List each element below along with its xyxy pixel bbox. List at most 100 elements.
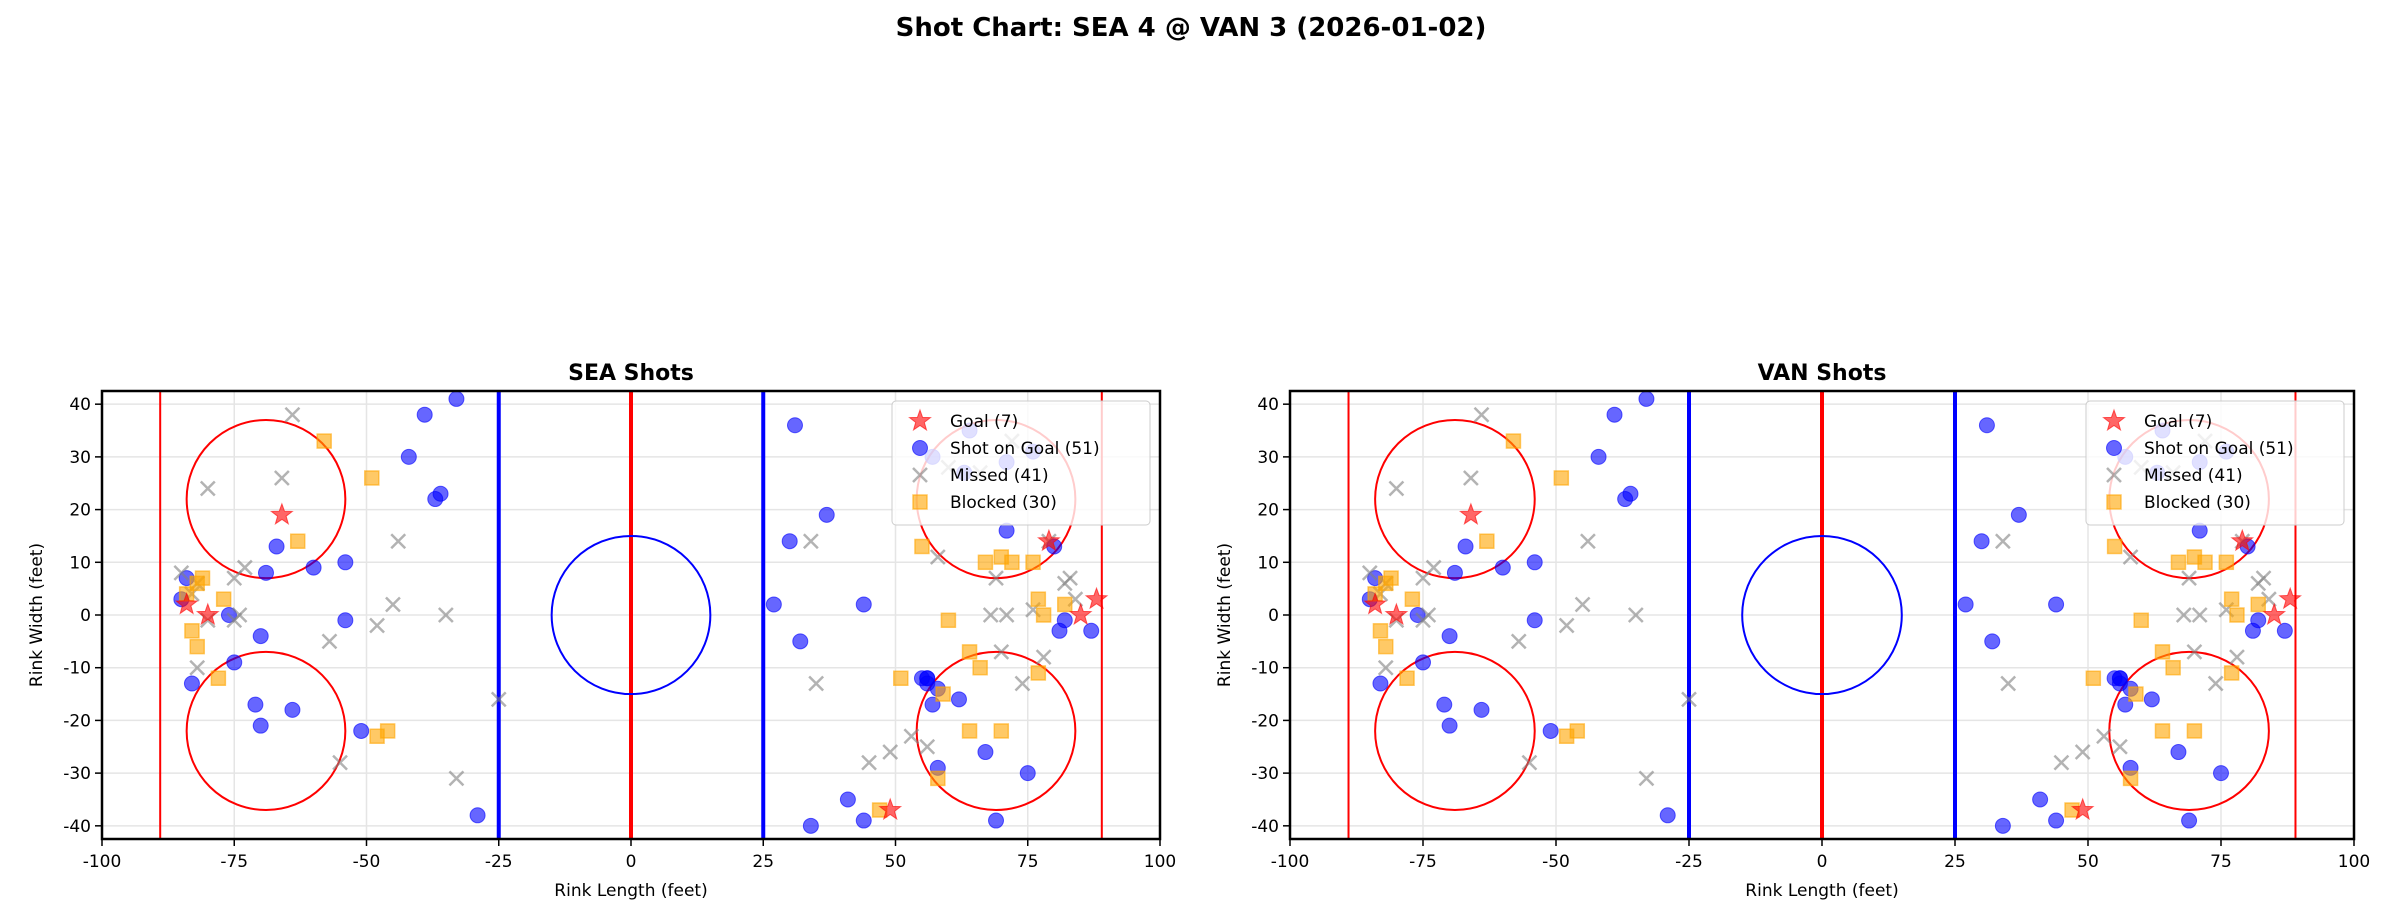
point-square [961,644,978,660]
point-x [385,596,401,613]
x-tick-label: -25 [485,852,513,872]
point-square [961,723,978,739]
point-circle [802,817,819,834]
point-circle [786,417,803,434]
point-circle [400,448,417,465]
legend-marker-circle [2106,440,2122,456]
legend: Goal (7) Shot on Goal (51) Missed (41) Bloc… [891,400,1151,526]
point-circle [1638,390,1655,407]
point-x [231,607,248,623]
point-square [1030,665,1047,681]
legend: Goal (7) Shot on Goal (51) Missed (41) Bloc… [2085,400,2345,526]
point-x [808,675,825,692]
figure-title: Shot Chart: SEA 4 @ VAN 3 (2026-01-02) [896,13,1487,43]
point-square [2170,554,2187,571]
point-circle [1436,696,1453,713]
point-square [935,686,951,702]
point-x [390,533,407,550]
x-tick-label: 50 [885,852,907,872]
legend-marker-star [2102,408,2126,432]
point-x [1425,559,1442,576]
point-circle [818,506,835,523]
x-tick-label: -50 [1542,852,1570,872]
center-faceoff-circle [1741,534,1903,696]
point-x [284,406,301,423]
panel-sea: -100 -75 -50 -25 0 25 50 75 100-40-30-20-1001020… [27,361,1176,901]
point-circle [765,596,782,613]
point-star [174,592,199,615]
point-circle [432,485,449,502]
point-circle [2181,812,2198,829]
x-tick-label: -100 [83,852,122,872]
point-x [2096,728,2112,745]
point-x [369,617,385,634]
legend-marker-x [2106,467,2122,483]
legend-box [2085,400,2345,526]
point-square [215,591,232,607]
point-x [321,633,338,650]
legend-marker-square [2106,494,2122,510]
point-x [173,564,190,581]
legend-label: Goal (7) [2144,412,2212,432]
y-tick-label: -30 [63,764,91,784]
point-circle [1441,717,1458,734]
point-circle [1494,559,1511,576]
point-circle [2213,765,2229,782]
point-square [1404,591,1421,607]
point-star [2230,528,2255,552]
point-square [930,770,946,787]
point-x [1521,754,1538,771]
point-x [2191,607,2208,623]
point-circle [1056,612,1073,629]
point-star [1036,528,1061,552]
center-faceoff-circle [550,534,712,696]
point-x [448,770,465,787]
point-x [1510,633,1527,650]
y-tick-label: 40 [1257,395,1279,415]
point-circle [1446,564,1463,581]
point-star [2262,602,2287,626]
point-x [2175,607,2192,623]
point-circle [284,701,301,718]
point-circle [1083,622,1100,639]
point-square [1372,623,1389,639]
point-circle [1441,628,1458,645]
point-circle [1622,485,1639,502]
x-tick-label: -50 [353,852,381,872]
y-tick-label: 40 [69,395,91,415]
point-circle [448,390,465,407]
panel-van: -100 -75 -50 -25 0 25 50 75 100-40-30-20-1001020… [1215,361,2370,901]
point-square [2154,644,2171,660]
x-tick-label: 0 [1817,852,1828,872]
point-square [1399,670,1415,686]
point-x [2000,675,2017,692]
point-circle [416,406,433,423]
point-circle [1526,612,1543,629]
y-tick-label: -30 [1251,764,1279,784]
point-x [802,533,819,550]
x-tick-label: -75 [1409,852,1437,872]
point-square [2085,670,2102,686]
point-circle [469,807,486,824]
y-tick-label: 0 [80,606,91,626]
y-tick-label: 10 [69,553,91,573]
x-tick-label: 75 [1017,852,1039,872]
point-square [2122,770,2139,787]
point-circle [257,564,274,581]
point-x [1361,564,1378,581]
point-circle [353,722,370,739]
legend-label: Missed (41) [2144,466,2243,486]
point-x [2255,570,2272,586]
point-square [364,470,380,486]
point-x [1035,649,1052,666]
point-square [194,570,211,586]
point-x [988,570,1004,586]
point-square [289,533,306,549]
faceoff-circle [1374,650,1536,812]
point-x [1062,570,1078,586]
y-axis-label: Rink Width (feet) [27,543,47,687]
point-square [893,670,909,686]
point-x [2207,675,2224,692]
point-circle [1994,817,2011,834]
legend-marker-x [912,467,928,483]
